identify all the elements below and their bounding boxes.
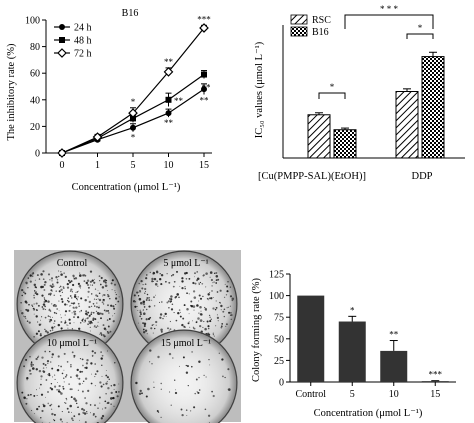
- chart-d-y-tick-label: 100: [269, 291, 284, 302]
- chart-b-legend-swatch: [290, 26, 308, 37]
- chart-b-bar: [333, 129, 357, 159]
- colony-plate-images: Control 5 μmol L⁻¹ 10 μmol L⁻¹ 15 μmol L⁻¹: [14, 250, 241, 423]
- chart-a-significance-label: ***: [197, 14, 211, 24]
- plate-label: 5 μmol L⁻¹: [163, 258, 208, 269]
- chart-b-legend-label: B16: [312, 27, 329, 38]
- chart-a-legend-marker: [57, 48, 67, 58]
- chart-a-point: [57, 148, 67, 158]
- chart-a-significance-label: *: [131, 133, 136, 143]
- chart-d-x-tick-label: 5: [350, 389, 355, 400]
- chart-a-legend: 24 h 48 h 72 h: [54, 23, 92, 60]
- chart-a-point: [165, 96, 172, 103]
- chart-d-significance-label: *: [350, 305, 355, 315]
- chart-b-ylabel: IC₅₀ values (μmol L⁻¹): [254, 41, 265, 138]
- chart-a-significance-label: **: [202, 83, 212, 93]
- chart-a-title: B16: [122, 8, 139, 19]
- plate-edge-shade: [17, 251, 123, 357]
- chart-d-significance-label: ***: [429, 370, 443, 380]
- chart-a-legend-label: 24 h: [74, 23, 92, 34]
- chart-b-bar: [421, 56, 445, 159]
- chart-d-y-tick-label: 125: [269, 270, 284, 281]
- chart-b-significance-bracket: [344, 14, 434, 29]
- chart-d-bar: [421, 381, 449, 382]
- chart-d-y-tick-label: 50: [274, 334, 284, 345]
- chart-a-point: [92, 132, 103, 142]
- chart-a-significance-label: **: [174, 96, 184, 106]
- chart-d-bar: [338, 321, 366, 382]
- chart-d-xlabel: Concentration (μmol L⁻¹): [314, 408, 423, 419]
- chart-b-bar: [307, 114, 331, 159]
- chart-d-x-tick-label: Control: [295, 389, 326, 400]
- chart-a-significance-label: *: [131, 97, 136, 107]
- chart-a-y-tick-label: 100: [25, 16, 40, 27]
- chart-a-x-tick-label: 15: [199, 160, 209, 171]
- chart-a-xlabel: Concentration (μmol L⁻¹): [72, 182, 181, 193]
- chart-b-legend-swatch: [290, 14, 308, 25]
- chart-b-x-tick-label: [Cu(PMPP-SAL)(EtOH)]: [258, 171, 366, 182]
- chart-a-y-tick-label: 60: [30, 69, 40, 80]
- plate-label: 15 μmol L⁻¹: [161, 338, 211, 349]
- plate-label: Control: [57, 258, 88, 269]
- chart-d-x-tick-label: 10: [389, 389, 399, 400]
- plate-edge-shade: [131, 330, 237, 423]
- chart-a-legend-marker: [59, 24, 65, 30]
- line-chart-inhibitory-rate: B16 The inhibitory rate (%) Concentratio…: [6, 8, 212, 193]
- chart-a-point: [163, 67, 174, 77]
- chart-a-x-tick-label: 5: [131, 160, 136, 171]
- chart-a-point: [201, 86, 207, 93]
- chart-b-significance-label: *: [330, 82, 335, 92]
- plate-label: 10 μmol L⁻¹: [47, 338, 97, 349]
- chart-a-y-tick-label: 20: [30, 122, 40, 133]
- plate-edge-shade: [17, 330, 123, 423]
- chart-a-significance-label: **: [164, 118, 174, 128]
- chart-a-legend-label: 72 h: [74, 49, 92, 60]
- chart-a-x-tick-label: 10: [164, 160, 174, 171]
- chart-b-significance-bracket: [406, 33, 434, 39]
- chart-a-significance-label: **: [164, 57, 174, 67]
- bar-chart-colony-forming-rate: Colony forming rate (%) Concentration (μ…: [251, 270, 456, 419]
- chart-a-x-tick-label: 1: [95, 160, 100, 171]
- chart-b-x-tick-label: DDP: [411, 171, 432, 182]
- chart-d-x-tick-label: 15: [430, 389, 440, 400]
- chart-b-significance-label: * * *: [380, 4, 399, 14]
- chart-d-bar: [297, 295, 325, 382]
- chart-a-x-tick-label: 0: [60, 160, 65, 171]
- chart-d-y-tick-label: 0: [279, 378, 284, 389]
- chart-a-legend-label: 48 h: [74, 36, 92, 47]
- chart-a-y-tick-label: 80: [30, 42, 40, 53]
- plate-edge-shade: [131, 251, 237, 357]
- chart-a-point: [165, 110, 172, 117]
- chart-a-y-tick-label: 40: [30, 95, 40, 106]
- chart-a-point: [130, 124, 136, 131]
- chart-d-ylabel: Colony forming rate (%): [251, 277, 262, 382]
- chart-d-y-tick-label: 25: [274, 356, 284, 367]
- chart-b-significance-label: *: [418, 23, 423, 33]
- chart-a-point: [199, 23, 209, 33]
- chart-d-y-tick-label: 75: [274, 313, 284, 324]
- chart-d-bar: [380, 350, 408, 382]
- chart-d-significance-label: **: [389, 330, 399, 340]
- chart-a-point: [128, 108, 138, 118]
- chart-b-significance-bracket: [318, 92, 346, 99]
- chart-b-legend-label: RSC: [312, 15, 331, 26]
- chart-a-y-tick-label: 0: [35, 149, 40, 160]
- chart-a-ylabel: The inhibitory rate (%): [6, 43, 17, 141]
- chart-b-bar: [395, 91, 419, 159]
- chart-a-significance-label: **: [200, 95, 210, 105]
- bar-chart-ic50: IC₅₀ values (μmol L⁻¹) [Cu(PMPP-SAL)(EtO…: [254, 4, 465, 182]
- chart-a-point: [201, 71, 207, 78]
- chart-a-legend-marker: [59, 37, 65, 43]
